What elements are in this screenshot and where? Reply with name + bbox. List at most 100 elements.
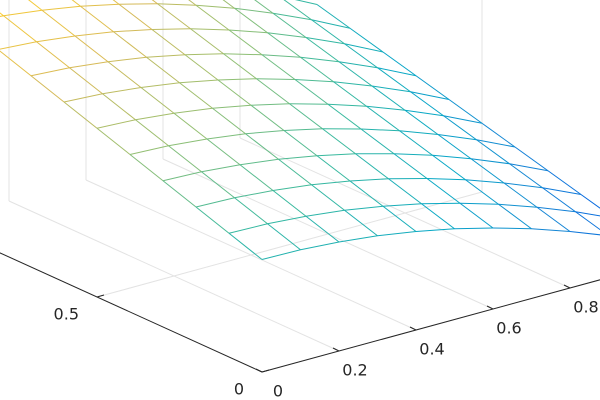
mesh-edge	[333, 81, 367, 107]
mesh-edge	[188, 0, 197, 6]
mesh-edge	[432, 154, 466, 181]
mesh-edge	[69, 61, 109, 69]
mesh-edge	[256, 78, 290, 105]
x-tick	[409, 326, 417, 331]
mesh-edge	[201, 171, 235, 199]
mesh-edge	[311, 184, 345, 211]
mesh-edge	[360, 128, 400, 132]
mesh-edge	[426, 178, 461, 204]
x-tick	[332, 347, 340, 352]
mesh-edge	[195, 4, 230, 31]
mesh-edge	[305, 37, 345, 45]
mesh-edge	[80, 3, 120, 7]
mesh-edge	[223, 53, 263, 56]
mesh-edge	[272, 12, 312, 21]
mesh-edge	[63, 93, 103, 103]
mesh-edge	[113, 31, 147, 58]
x-tick	[486, 305, 494, 310]
mesh-edge	[184, 53, 224, 56]
mesh-edge	[118, 3, 158, 5]
mesh-edge	[146, 54, 186, 58]
mesh-edge	[300, 56, 340, 63]
mesh-edge	[421, 203, 455, 230]
mesh-edge	[0, 41, 37, 50]
mesh-edge	[234, 190, 274, 199]
mesh-edge	[217, 79, 252, 106]
mesh-edge	[267, 223, 301, 251]
mesh-edge	[0, 12, 4, 17]
mesh-edge	[222, 0, 235, 9]
mesh-edge	[311, 19, 345, 45]
mesh-edge	[344, 209, 378, 237]
y-tick	[261, 369, 270, 373]
mesh-edge	[80, 5, 114, 33]
mesh-edge	[432, 154, 472, 160]
mesh-edge	[283, 128, 323, 131]
mesh-edge	[63, 101, 98, 129]
mesh-edge	[283, 130, 318, 157]
mesh-edge	[575, 211, 600, 231]
mesh-edge	[69, 67, 103, 95]
mesh-edge	[410, 91, 450, 100]
mesh-edge	[300, 56, 334, 83]
mesh-edge	[267, 215, 307, 225]
mesh-edge	[201, 164, 241, 173]
grid-line	[96, 191, 483, 298]
mesh-edge	[344, 43, 384, 53]
mesh-edge	[338, 61, 373, 87]
mesh-edge	[113, 29, 153, 33]
mesh-edge	[102, 87, 142, 95]
mesh-edge	[327, 103, 367, 107]
mesh-edge	[267, 32, 307, 38]
mesh-edge	[316, 4, 351, 29]
mesh-edge	[294, 79, 334, 83]
mesh-edge	[481, 122, 516, 148]
mesh-edge	[74, 35, 109, 63]
mesh-edge	[311, 19, 351, 29]
y-tick	[96, 294, 105, 298]
mesh-edge	[146, 56, 180, 84]
mesh-edge	[239, 164, 274, 191]
mesh-edge	[41, 5, 81, 11]
mesh-edge	[426, 178, 466, 181]
mesh-edge	[278, 158, 312, 186]
mesh-edge	[228, 29, 268, 34]
mesh-edge	[371, 85, 406, 111]
mesh-edge	[261, 54, 296, 80]
mesh-edge	[96, 127, 131, 155]
mesh-edge	[223, 53, 257, 80]
mesh-edge	[179, 79, 219, 84]
mesh-edge	[393, 153, 428, 179]
mesh-edge	[294, 79, 329, 105]
mesh-edge	[206, 138, 241, 166]
mesh-edge	[305, 209, 345, 217]
mesh-edge	[96, 119, 136, 129]
mesh-edge	[135, 119, 169, 147]
mesh-edge	[234, 7, 274, 14]
mesh-edge	[437, 134, 472, 160]
mesh-edge	[157, 3, 191, 30]
mesh-edge	[338, 235, 378, 243]
mesh-edge	[366, 105, 400, 132]
mesh-edge	[437, 134, 477, 141]
mesh-edge	[102, 93, 136, 121]
mesh-edge	[349, 178, 389, 182]
mesh-edge	[140, 87, 175, 114]
mesh-edge	[476, 139, 516, 148]
mesh-edge	[245, 130, 285, 135]
mesh-edge	[162, 171, 202, 182]
mesh-edge	[415, 75, 450, 100]
mesh-edge	[294, 0, 318, 5]
mesh-edge	[267, 32, 301, 58]
mesh-edge	[355, 153, 389, 180]
mesh-edge	[498, 203, 538, 208]
mesh-edge	[344, 43, 378, 69]
x-tick-label: 0.6	[496, 319, 521, 338]
mesh-edge	[289, 103, 329, 105]
mesh-edge	[377, 231, 417, 237]
mesh-edge	[443, 115, 477, 141]
mesh-edge	[184, 54, 219, 81]
mesh-edge	[173, 112, 208, 140]
mesh-edge	[382, 205, 417, 232]
mesh-edge	[217, 78, 257, 81]
